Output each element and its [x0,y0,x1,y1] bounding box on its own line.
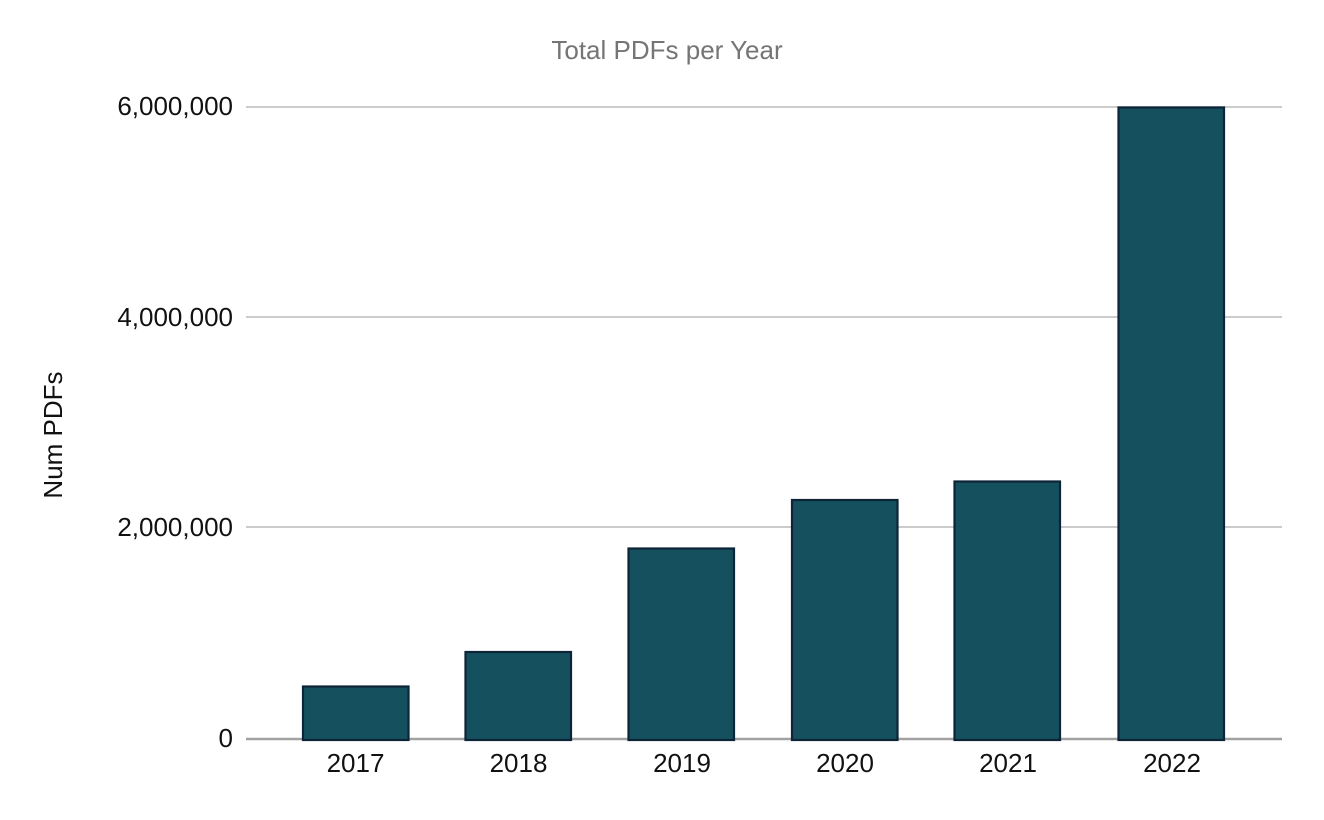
svg-text:2017: 2017 [327,748,385,778]
svg-text:6,000,000: 6,000,000 [117,91,233,121]
svg-text:Total PDFs per Year: Total PDFs per Year [551,35,783,65]
svg-text:2019: 2019 [653,748,711,778]
svg-text:2018: 2018 [490,748,548,778]
svg-text:2021: 2021 [979,748,1037,778]
svg-text:2022: 2022 [1143,748,1201,778]
svg-text:2020: 2020 [816,748,874,778]
svg-text:2,000,000: 2,000,000 [117,512,233,542]
svg-text:0: 0 [219,723,233,753]
svg-text:Num PDFs: Num PDFs [38,371,68,498]
svg-text:4,000,000: 4,000,000 [117,302,233,332]
